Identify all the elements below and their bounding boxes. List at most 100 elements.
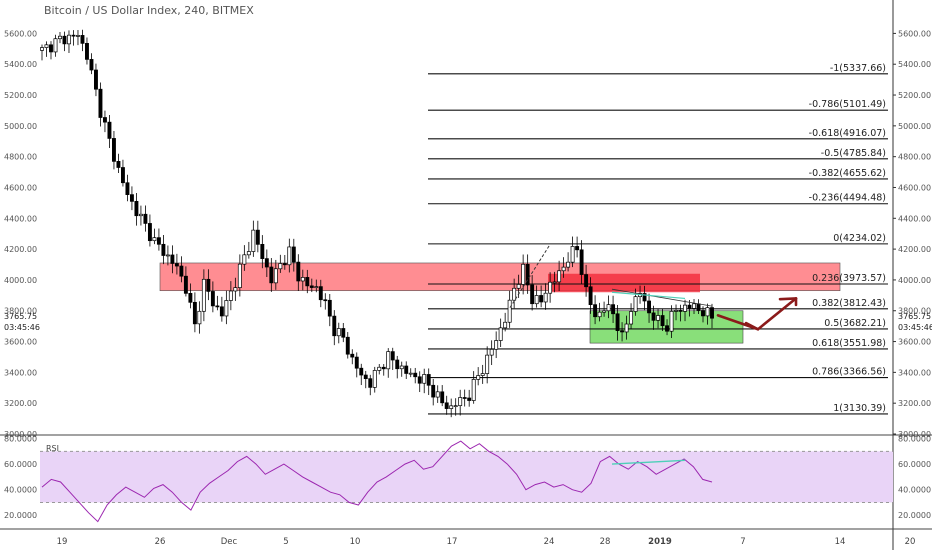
candle-body-124 — [597, 311, 602, 318]
candle-body-29 — [170, 254, 175, 264]
candle-body-66 — [336, 328, 341, 337]
fib-label-3: -0.5(4785.84) — [821, 148, 886, 159]
dashed-trendline — [509, 244, 551, 308]
candle-body-119 — [575, 246, 580, 251]
candle-body-141 — [674, 310, 678, 312]
candle-body-92 — [453, 405, 458, 408]
candle-body-142 — [678, 310, 683, 312]
candle-body-57 — [296, 261, 301, 282]
candle-body-6 — [67, 34, 71, 45]
candle-body-56 — [291, 246, 296, 263]
candle-body-3 — [53, 38, 58, 53]
fib-label-12: 1(3130.39) — [833, 403, 886, 414]
candle-body-79 — [395, 359, 400, 370]
left-price-tick-1: 3200.00 — [4, 399, 37, 408]
candle-body-60 — [309, 285, 314, 288]
candle-body-62 — [318, 286, 323, 301]
right-rsi-tick-3: 80.0000 — [898, 435, 931, 444]
candle-body-138 — [660, 315, 665, 327]
candle-body-143 — [683, 304, 687, 312]
candle-body-63 — [323, 299, 328, 302]
candle-body-126 — [606, 304, 611, 312]
x-tick-3: 5 — [283, 537, 288, 547]
candle-body-137 — [656, 315, 660, 321]
candle-body-18 — [120, 167, 125, 184]
candle-body-96 — [471, 379, 476, 401]
candle-body-136 — [651, 312, 656, 321]
candle-body-118 — [570, 246, 575, 263]
rsi-divergence-line — [611, 459, 686, 465]
candle-body-116 — [561, 266, 566, 272]
candle-body-90 — [444, 402, 449, 409]
rsi-band — [40, 451, 893, 503]
candle-body-74 — [372, 370, 377, 388]
right-price-tick-1: 3200.00 — [898, 399, 931, 408]
candle-body-16 — [111, 138, 116, 162]
right-price-tick-5: 4000.00 — [898, 276, 931, 285]
candle-body-15 — [107, 121, 112, 139]
candle-body-47 — [251, 229, 256, 252]
left-price-tick-12: 5400.00 — [4, 60, 37, 69]
resistance-trendline — [611, 288, 713, 307]
candle-body-88 — [435, 391, 440, 398]
candle-body-107 — [521, 263, 526, 285]
candle-body-147 — [701, 310, 705, 317]
candle-body-82 — [408, 372, 413, 375]
arrow-mid-head — [744, 321, 760, 331]
candle-body-76 — [381, 366, 386, 370]
candle-body-80 — [399, 365, 404, 370]
left-price-tick-7: 4400.00 — [4, 214, 37, 223]
candle-body-45 — [242, 254, 247, 265]
candle-body-34 — [192, 301, 197, 325]
right-price-tick-3: 3600.00 — [898, 338, 931, 347]
left-price-tick-3: 3600.00 — [4, 338, 37, 347]
candle-body-17 — [116, 161, 121, 168]
arrow-head-left — [778, 297, 798, 301]
candle-body-71 — [359, 367, 364, 376]
candle-body-130 — [624, 323, 629, 333]
left-countdown-label: 03:45:46 — [4, 323, 40, 332]
candle-body-28 — [165, 254, 170, 257]
x-tick-4: 10 — [350, 537, 361, 547]
candle-body-67 — [341, 328, 346, 338]
candle-body-41 — [224, 300, 229, 317]
fib-label-2: -0.618(4916.07) — [809, 128, 886, 139]
candle-body-97 — [476, 375, 481, 380]
candle-body-81 — [404, 365, 409, 374]
candle-body-121 — [584, 274, 589, 288]
candle-body-33 — [188, 292, 193, 303]
candle-body-84 — [417, 376, 422, 384]
right-price-tick-12: 5400.00 — [898, 60, 931, 69]
left-rsi-tick-1: 40.0000 — [4, 486, 37, 495]
candle-body-2 — [49, 44, 53, 53]
candle-body-86 — [426, 374, 431, 386]
candle-body-78 — [390, 351, 395, 361]
candle-body-1 — [44, 44, 49, 48]
candle-body-99 — [485, 354, 490, 374]
x-tick-0: 19 — [57, 537, 68, 547]
candle-body-72 — [363, 374, 368, 380]
candle-body-10 — [85, 43, 89, 60]
candle-body-9 — [80, 35, 85, 44]
right-price-tick-2: 3400.00 — [898, 368, 931, 377]
left-rsi-tick-0: 20.0000 — [4, 511, 37, 520]
fib-label-6: 0(4234.02) — [833, 233, 886, 244]
candle-body-24 — [147, 223, 152, 242]
candle-body-145 — [692, 303, 696, 309]
candle-body-112 — [543, 292, 548, 303]
candle-body-43 — [233, 287, 238, 292]
candle-body-64 — [327, 299, 332, 317]
fib-label-1: -0.786(5101.49) — [809, 99, 886, 110]
candle-body-106 — [516, 284, 521, 289]
candle-body-69 — [350, 353, 355, 358]
right-rsi-tick-2: 60.0000 — [898, 460, 931, 469]
candle-body-87 — [431, 384, 436, 398]
candle-body-134 — [642, 293, 647, 302]
candle-body-103 — [503, 321, 508, 329]
candle-body-8 — [76, 35, 80, 37]
left-price-tick-8: 4600.00 — [4, 183, 37, 192]
candle-body-23 — [143, 213, 148, 224]
candle-body-31 — [179, 265, 184, 277]
rsi-line — [41, 440, 713, 523]
